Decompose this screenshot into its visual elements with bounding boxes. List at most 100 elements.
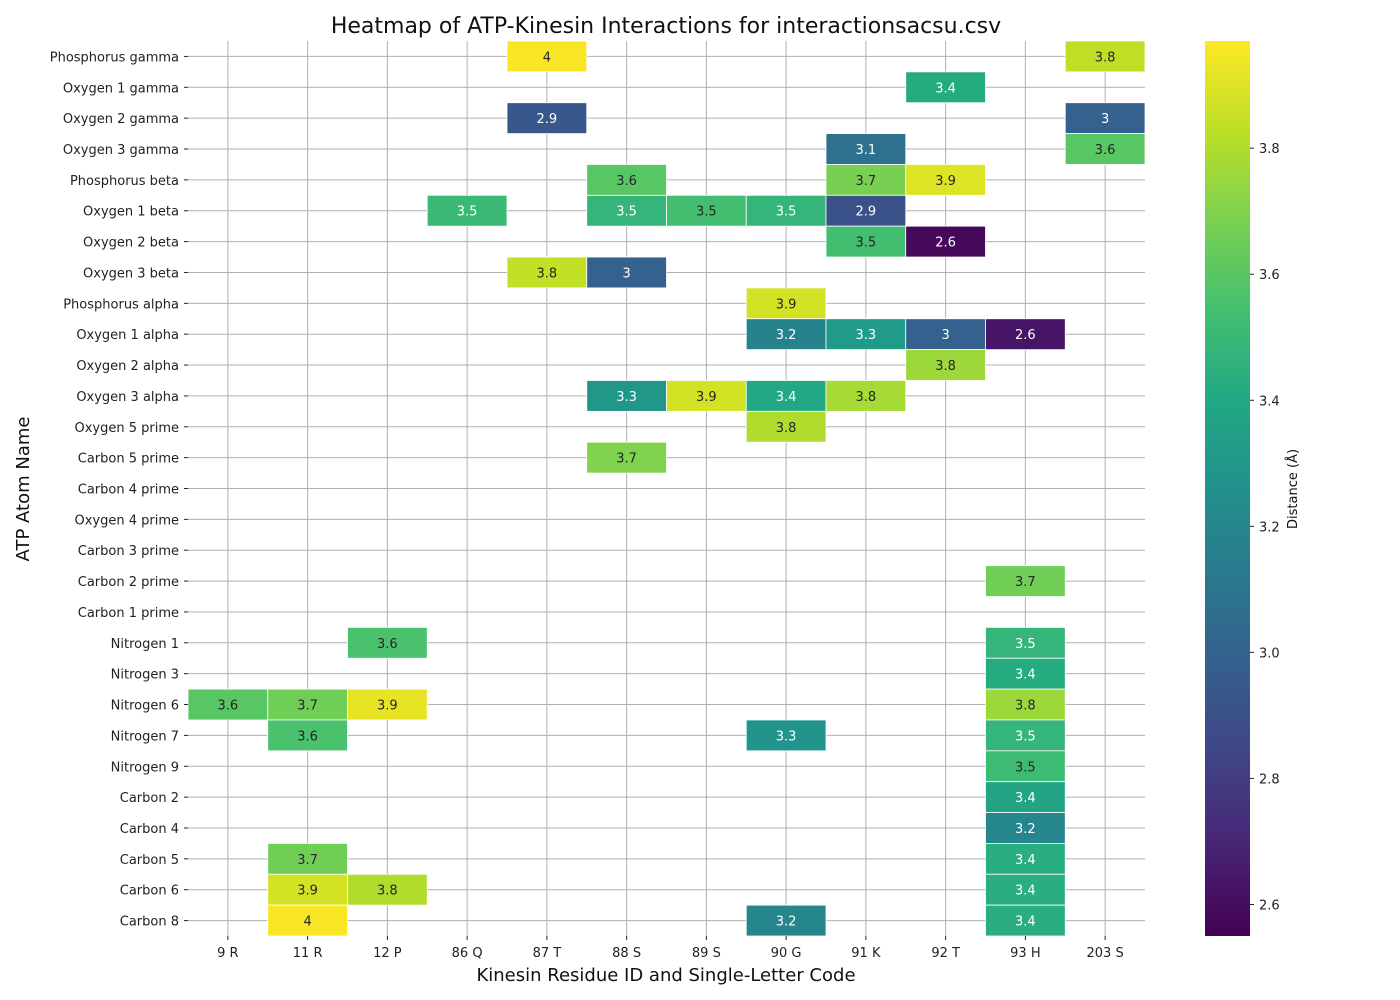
heatmap-cell: 4 — [267, 904, 348, 937]
y-tick-label: Carbon 2 — [120, 791, 179, 806]
heatmap-cell-label: 3.4 — [1015, 791, 1036, 806]
heatmap-cell-label: 3.6 — [218, 699, 239, 714]
heatmap-cell: 3.8 — [506, 256, 588, 289]
y-tick-label: Carbon 5 — [120, 853, 179, 868]
heatmap-cell-rect — [985, 781, 1066, 813]
heatmap-cell-rect — [745, 380, 827, 412]
heatmap-cell-label: 3.5 — [696, 205, 717, 220]
heatmap-cell-label: 3.7 — [1015, 575, 1036, 590]
heatmap-cell-label: 3.4 — [1015, 668, 1036, 683]
heatmap-cell: 3.6 — [267, 719, 348, 752]
y-tick-label: Carbon 4 prime — [78, 483, 179, 498]
y-tick-label: Carbon 6 — [120, 884, 179, 899]
heatmap-cell-rect — [985, 688, 1066, 721]
heatmap-cell: 3.5 — [426, 194, 508, 227]
heatmap-cell-label: 3.3 — [776, 729, 797, 744]
heatmap-cell-label: 2.9 — [856, 205, 877, 220]
heatmap-cell-rect — [905, 225, 986, 258]
heatmap-cell-rect — [586, 380, 667, 412]
colorbar-tick-label: 3.0 — [1259, 646, 1280, 661]
heatmap-cell-rect — [825, 164, 907, 196]
heatmap-cell-label: 3.8 — [1095, 50, 1116, 65]
heatmap-cell: 3.5 — [586, 194, 667, 227]
y-axis-title: ATP Atom Name — [13, 417, 34, 562]
heatmap-cell-rect — [586, 256, 667, 289]
heatmap-cell-rect — [825, 318, 907, 351]
heatmap-cell: 3.1 — [825, 133, 907, 165]
colorbar-gradient — [1205, 41, 1250, 936]
cell-layer: 4 3.8 3.4 2.9 3 3.1 3.6 3.6 3.7 3.9 3.5 3.5 3.5 3.5 2.… — [187, 40, 1146, 937]
heatmap-cell: 3.5 — [666, 194, 747, 227]
heatmap-cell: 3.7 — [586, 441, 667, 474]
y-tick-label: Oxygen 2 gamma — [63, 112, 179, 127]
x-tick-label: 11 R — [293, 946, 323, 961]
heatmap-cell: 3 — [905, 318, 986, 351]
heatmap-cell-label: 3.5 — [776, 205, 797, 220]
heatmap-cell: 3.2 — [745, 318, 827, 351]
heatmap-cell-rect — [985, 318, 1066, 351]
colorbar-label: Distance (Å) — [1285, 449, 1301, 529]
heatmap-cell-label: 3.8 — [1015, 699, 1036, 714]
y-tick-label: Nitrogen 7 — [111, 729, 179, 744]
y-tick-label: Carbon 5 prime — [78, 452, 179, 467]
chart-title: Heatmap of ATP-Kinesin Interactions for … — [331, 14, 1001, 39]
heatmap-cell-rect — [506, 102, 588, 134]
y-tick-label: Oxygen 4 prime — [74, 513, 179, 528]
heatmap-cell-rect — [985, 750, 1066, 783]
heatmap-cell-rect — [666, 194, 747, 227]
heatmap-cell: 3.8 — [825, 380, 907, 412]
heatmap-cell-label: 3.9 — [377, 699, 398, 714]
heatmap-cell-label: 3.6 — [377, 637, 398, 652]
heatmap-cell-label: 3.5 — [616, 205, 637, 220]
colorbar-tick-label: 3.4 — [1259, 394, 1280, 409]
heatmap-cell-label: 3.6 — [1095, 143, 1116, 158]
y-tick-label: Carbon 8 — [120, 915, 179, 930]
x-tick-label: 88 S — [612, 946, 641, 961]
y-tick-label: Carbon 1 prime — [78, 606, 179, 621]
heatmap-cell-label: 2.6 — [1015, 328, 1036, 343]
heatmap-cell-label: 3.4 — [1015, 853, 1036, 868]
x-tick-label: 92 T — [931, 946, 960, 961]
heatmap-cell-label: 4 — [303, 915, 311, 930]
heatmap-cell-label: 3.5 — [1015, 760, 1036, 775]
heatmap-cell-rect — [825, 380, 907, 412]
heatmap-cell-rect — [905, 318, 986, 351]
y-tick-label: Phosphorus beta — [70, 174, 179, 189]
heatmap-cell-label: 3.7 — [856, 174, 877, 189]
heatmap-cell-rect — [267, 873, 348, 906]
y-tick-label: Carbon 2 prime — [78, 575, 179, 590]
heatmap-cell-label: 3 — [1101, 112, 1109, 127]
heatmap-cell-rect — [905, 349, 986, 381]
heatmap-cell: 3.9 — [905, 164, 986, 196]
heatmap-cell: 3.3 — [586, 380, 667, 412]
heatmap-cell: 3.3 — [745, 719, 827, 752]
heatmap-cell-label: 3.9 — [935, 174, 956, 189]
y-tick-label: Nitrogen 9 — [111, 760, 179, 775]
heatmap-cell-label: 3 — [622, 266, 630, 281]
heatmap-cell: 3.5 — [825, 225, 907, 258]
heatmap-cell: 2.9 — [825, 194, 907, 227]
y-tick-label: Oxygen 1 alpha — [76, 328, 179, 343]
heatmap-cell: 3.8 — [745, 410, 827, 443]
y-tick-label: Oxygen 1 beta — [83, 205, 179, 220]
y-tick-label: Phosphorus gamma — [50, 50, 179, 65]
heatmap-cell: 3.3 — [825, 318, 907, 351]
heatmap-cell-label: 3.8 — [856, 390, 877, 405]
x-tick-label: 93 H — [1010, 946, 1040, 961]
x-tick-labels: 9 R 11 R 12 P 86 Q 87 T 88 S 89 S 90 G 91 K 92 T 9… — [217, 936, 1124, 961]
x-tick-label: 87 T — [533, 946, 562, 961]
heatmap-cell-label: 3.2 — [1015, 822, 1036, 837]
heatmap-cell: 3.9 — [267, 873, 348, 906]
heatmap-cell-rect — [985, 626, 1066, 659]
y-tick-label: Nitrogen 1 — [111, 637, 179, 652]
heatmap-cell-rect — [905, 71, 986, 104]
heatmap-cell-rect — [586, 194, 667, 227]
heatmap-cell-label: 3.2 — [776, 328, 797, 343]
heatmap-cell-label: 3.4 — [1015, 884, 1036, 899]
heatmap-cell-rect — [1064, 102, 1146, 134]
heatmap-cell-label: 3.6 — [616, 174, 637, 189]
heatmap-cell-label: 2.6 — [935, 236, 956, 251]
heatmap-cell-label: 2.9 — [537, 112, 558, 127]
heatmap-cell: 3 — [586, 256, 667, 289]
heatmap-cell-label: 3.1 — [856, 143, 877, 158]
